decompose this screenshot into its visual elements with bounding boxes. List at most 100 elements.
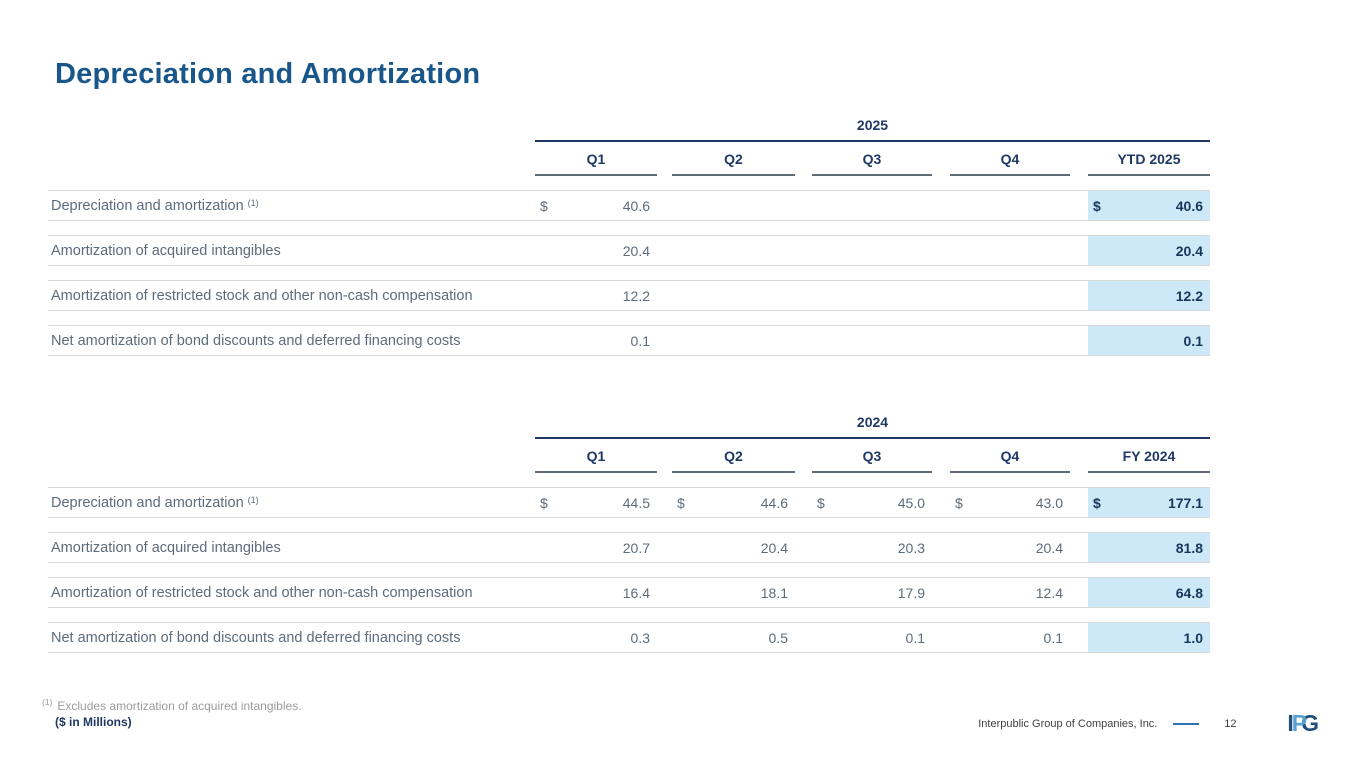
ipg-logo: I P G bbox=[1287, 710, 1319, 736]
column-header-fy-2024: FY 2024 bbox=[1088, 441, 1210, 473]
footnote-ref: (1) bbox=[247, 197, 259, 208]
value-cell: 0.5 bbox=[672, 623, 795, 652]
value-cell bbox=[672, 236, 795, 265]
column-gap bbox=[657, 144, 672, 176]
cell-value: 20.3 bbox=[897, 539, 925, 556]
column-gap bbox=[657, 281, 672, 310]
column-gap bbox=[1070, 144, 1088, 176]
value-cell bbox=[950, 191, 1070, 220]
value-cell bbox=[672, 191, 795, 220]
units-note: ($ in Millions) bbox=[55, 715, 132, 729]
cell-value: 0.3 bbox=[630, 629, 650, 646]
column-header-q1: Q1 bbox=[535, 144, 657, 176]
year-header-2024: 2024 bbox=[856, 414, 889, 430]
column-gap bbox=[795, 191, 812, 220]
column-gap bbox=[795, 488, 812, 517]
value-cell bbox=[672, 326, 795, 355]
column-gap bbox=[795, 326, 812, 355]
value-cell bbox=[812, 191, 932, 220]
table-row: Depreciation and amortization (1) $44.5 $44… bbox=[48, 487, 1210, 518]
column-gap bbox=[657, 578, 672, 607]
footer-company-name: Interpublic Group of Companies, Inc. bbox=[978, 717, 1158, 730]
column-gap bbox=[1070, 623, 1088, 652]
table-row: Amortization of restricted stock and oth… bbox=[48, 577, 1210, 608]
cell-value: 20.4 bbox=[760, 539, 788, 556]
logo-letter-i: I bbox=[1287, 710, 1294, 736]
dollar-sign: $ bbox=[955, 494, 963, 511]
row-label: Depreciation and amortization (1) bbox=[51, 197, 259, 214]
value-cell: 18.1 bbox=[672, 578, 795, 607]
value-cell: 20.4 bbox=[950, 533, 1070, 562]
table-rows: Depreciation and amortization (1) $44.5 $44… bbox=[48, 487, 1210, 653]
total-cell: $40.6 bbox=[1088, 191, 1210, 220]
column-gap bbox=[932, 533, 950, 562]
value-cell: 20.4 bbox=[535, 236, 657, 265]
cell-value: 16.4 bbox=[622, 584, 650, 601]
footnote-marker: (1) bbox=[42, 697, 53, 707]
column-gap bbox=[1070, 441, 1088, 473]
value-cell bbox=[672, 281, 795, 310]
column-header-row: Q1 Q2 Q3 Q4 FY 2024 bbox=[48, 441, 1210, 473]
dollar-sign: $ bbox=[677, 494, 685, 511]
column-header-q2: Q2 bbox=[672, 441, 795, 473]
total-cell: 1.0 bbox=[1088, 623, 1210, 652]
value-cell bbox=[950, 236, 1070, 265]
cell-value: 45.0 bbox=[897, 494, 925, 511]
cell-value: 12.2 bbox=[622, 287, 650, 304]
column-header-q3: Q3 bbox=[812, 441, 932, 473]
total-cell: 0.1 bbox=[1088, 326, 1210, 355]
footnote-text: Excludes amortization of acquired intang… bbox=[57, 699, 302, 713]
column-gap bbox=[932, 236, 950, 265]
value-cell bbox=[950, 326, 1070, 355]
column-gap bbox=[657, 191, 672, 220]
cell-value: 17.9 bbox=[897, 584, 925, 601]
value-cell: 12.4 bbox=[950, 578, 1070, 607]
column-gap bbox=[657, 441, 672, 473]
column-gap bbox=[657, 326, 672, 355]
column-gap bbox=[932, 488, 950, 517]
column-gap bbox=[1070, 236, 1088, 265]
logo-letter-p: P bbox=[1291, 710, 1307, 736]
dollar-sign: $ bbox=[1093, 197, 1101, 214]
page-number: 12 bbox=[1224, 717, 1237, 730]
row-label-header-spacer bbox=[48, 441, 535, 473]
cell-value: 44.5 bbox=[622, 494, 650, 511]
table-rows: Depreciation and amortization (1) $40.6 $40… bbox=[48, 190, 1210, 356]
column-header-q3: Q3 bbox=[812, 144, 932, 176]
column-gap bbox=[795, 533, 812, 562]
column-gap bbox=[657, 236, 672, 265]
value-cell: $45.0 bbox=[812, 488, 932, 517]
column-gap bbox=[657, 488, 672, 517]
year-underline bbox=[535, 437, 1210, 439]
value-cell: 12.2 bbox=[535, 281, 657, 310]
value-cell: 0.1 bbox=[812, 623, 932, 652]
year-underline bbox=[535, 140, 1210, 142]
dollar-sign: $ bbox=[540, 197, 548, 214]
cell-value: 0.1 bbox=[905, 629, 925, 646]
value-cell: 0.1 bbox=[950, 623, 1070, 652]
value-cell bbox=[812, 326, 932, 355]
total-cell: 64.8 bbox=[1088, 578, 1210, 607]
total-value: 81.8 bbox=[1175, 539, 1203, 556]
column-gap bbox=[932, 441, 950, 473]
cell-value: 0.1 bbox=[630, 332, 650, 349]
column-gap bbox=[932, 578, 950, 607]
column-gap bbox=[932, 326, 950, 355]
column-gap bbox=[795, 578, 812, 607]
row-label: Amortization of restricted stock and oth… bbox=[51, 287, 473, 304]
row-label-header-spacer bbox=[48, 144, 535, 176]
logo-letter-g: G bbox=[1301, 710, 1319, 736]
column-header-q1: Q1 bbox=[535, 441, 657, 473]
column-gap bbox=[795, 281, 812, 310]
row-label: Amortization of acquired intangibles bbox=[51, 242, 281, 259]
column-gap bbox=[795, 441, 812, 473]
year-header-2025: 2025 bbox=[856, 117, 889, 133]
value-cell: 0.1 bbox=[535, 326, 657, 355]
column-gap bbox=[795, 623, 812, 652]
column-gap bbox=[1070, 326, 1088, 355]
total-cell: 12.2 bbox=[1088, 281, 1210, 310]
total-cell: 20.4 bbox=[1088, 236, 1210, 265]
column-gap bbox=[657, 623, 672, 652]
column-gap bbox=[932, 281, 950, 310]
column-gap bbox=[795, 144, 812, 176]
